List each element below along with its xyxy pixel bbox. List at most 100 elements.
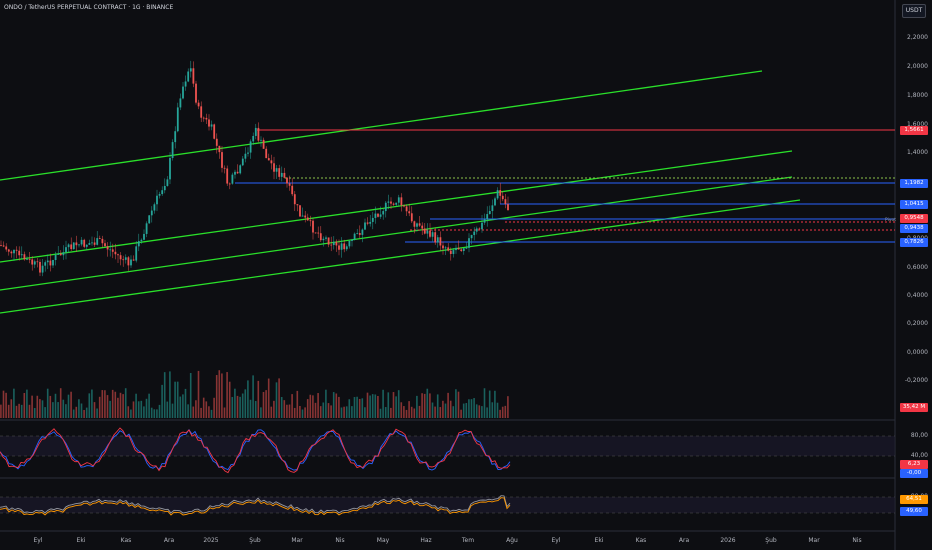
volume-bar [54, 393, 57, 418]
candle-body [221, 152, 223, 168]
volume-bar [314, 402, 317, 418]
candle-body [426, 230, 429, 234]
candle-body [163, 185, 166, 191]
candle-body [241, 158, 244, 166]
volume-bar [156, 409, 158, 418]
volume-bar [356, 396, 358, 418]
volume-bar [468, 399, 470, 418]
volume-bar [197, 370, 200, 418]
volume-bar [163, 372, 166, 418]
volume-bar [283, 400, 286, 418]
candle-body [143, 233, 145, 240]
volume-bar [70, 391, 72, 418]
volume-bar [75, 406, 78, 418]
volume-bar [343, 406, 345, 418]
candle-body [374, 213, 377, 218]
volume-bar [475, 404, 478, 418]
volume-bar [296, 390, 299, 418]
candle-body [265, 148, 268, 159]
candle-body [278, 168, 281, 177]
candle-body [449, 250, 452, 254]
horizontal-levels[interactable] [235, 129, 895, 243]
volume-bar [72, 409, 75, 418]
candle-body [153, 204, 156, 211]
candle-body [405, 206, 408, 212]
volume-bar [280, 397, 283, 418]
volume-bar [358, 398, 361, 418]
time-axis-label: Eyl [551, 537, 561, 544]
volume-bar [153, 409, 156, 418]
candle-body [413, 221, 416, 227]
oscillator-tag: 6,23 [900, 460, 928, 469]
candle-body [423, 228, 426, 234]
volume-bar [267, 378, 270, 418]
candle-body [114, 251, 117, 255]
volume-bar [478, 405, 481, 418]
volume-bar [145, 398, 148, 418]
price-axis-label: -0,2000 [904, 377, 928, 384]
candle-body [52, 260, 54, 266]
symbol-title[interactable]: ONDO / TetherUS PERPETUAL CONTRACT · 1G … [4, 4, 174, 11]
time-axis-label: Şub [765, 537, 777, 544]
volume-bar [416, 395, 418, 418]
candle-body [140, 239, 143, 242]
volume-bar [187, 404, 189, 418]
candle-body [137, 241, 140, 247]
currency-button[interactable]: USDT [902, 4, 926, 18]
candle-body [176, 107, 179, 132]
volume-bar [124, 388, 127, 418]
volume-bar [57, 402, 59, 418]
candle-body [13, 249, 15, 254]
volume-bar [44, 407, 46, 418]
candle-body [312, 220, 314, 233]
volume-bar [101, 390, 104, 418]
candle-body [192, 68, 195, 84]
candle-body [75, 242, 78, 246]
price-axis-label: 2,2000 [907, 34, 928, 41]
volume-bar [288, 404, 291, 418]
candle-body [57, 253, 60, 255]
candle-body [286, 177, 288, 184]
candle-body [353, 233, 356, 240]
candle-body [478, 228, 481, 230]
price-tag: 0,9438 [900, 224, 928, 233]
candle-body [262, 139, 265, 149]
volume-bar [218, 370, 221, 418]
volume-bar [483, 388, 486, 418]
volume-bar [426, 388, 429, 418]
candle-body [327, 237, 330, 245]
candle-body [145, 223, 148, 234]
candle-body [457, 247, 460, 250]
volume-bar [210, 409, 213, 418]
candle-body [504, 199, 507, 205]
volume-bar [405, 409, 408, 418]
candle-body [166, 179, 169, 186]
volume-bar [434, 406, 436, 418]
time-axis-label: Nis [335, 537, 345, 544]
candle-body [171, 142, 174, 159]
candle-body [314, 232, 317, 234]
volume-bar [338, 396, 340, 418]
volume-bar [202, 397, 205, 418]
volume-bar [312, 395, 314, 418]
candle-body [239, 165, 242, 174]
candle-body [473, 231, 476, 236]
volume-bar [205, 401, 208, 418]
volume-bar [2, 390, 5, 418]
candle-body [293, 194, 296, 205]
volume-bar [439, 407, 442, 418]
volume-bar [400, 402, 403, 418]
candle-body [260, 139, 262, 141]
candle-body [20, 254, 23, 256]
candle-body [26, 259, 28, 260]
volume-bar [299, 405, 301, 418]
candle-body [18, 250, 21, 256]
volume-bar [195, 400, 197, 418]
volume-bar [127, 406, 130, 418]
candle-body [379, 214, 382, 217]
time-axis-label: Ağu [506, 537, 518, 544]
volume-bar [369, 395, 371, 418]
volume-bar [254, 401, 257, 418]
volume-bar [470, 399, 473, 418]
